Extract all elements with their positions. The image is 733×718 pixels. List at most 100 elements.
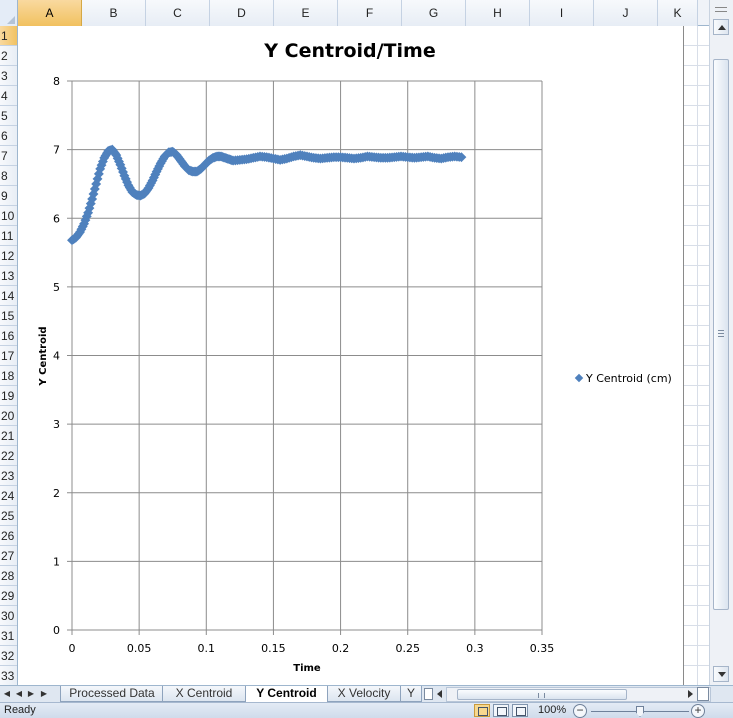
column-header-g[interactable]: G <box>402 0 466 26</box>
row-header-26[interactable]: 26 <box>0 526 17 546</box>
select-all-corner[interactable] <box>0 0 18 26</box>
y-tick-label: 1 <box>53 555 60 568</box>
y-tick-label: 5 <box>53 281 60 294</box>
tab-split-box[interactable] <box>424 688 433 700</box>
horizontal-split-box[interactable] <box>697 687 709 701</box>
x-tick-label: 0 <box>69 642 76 655</box>
prev-sheet-button[interactable]: ◀ <box>15 689 23 698</box>
column-header-b[interactable]: B <box>82 0 146 26</box>
column-header-e[interactable]: E <box>274 0 338 26</box>
horizontal-scrollbar[interactable] <box>446 687 711 702</box>
zoom-level[interactable]: 100% <box>538 704 567 716</box>
first-sheet-button[interactable]: ◀ <box>3 689 11 698</box>
chart-title: Y Centroid/Time <box>263 40 435 62</box>
row-header-10[interactable]: 10 <box>0 206 17 226</box>
last-sheet-button[interactable]: ▶ <box>40 689 48 698</box>
zoom-slider-thumb[interactable] <box>636 706 644 717</box>
row-header-21[interactable]: 21 <box>0 426 17 446</box>
row-header-6[interactable]: 6 <box>0 126 17 146</box>
row-header-12[interactable]: 12 <box>0 246 17 266</box>
scroll-right-icon[interactable] <box>688 690 693 698</box>
y-tick-label: 7 <box>53 144 60 157</box>
x-tick-label: 0.05 <box>127 642 152 655</box>
normal-view-button[interactable] <box>474 704 490 717</box>
row-header-4[interactable]: 4 <box>0 86 17 106</box>
vertical-split-box[interactable] <box>709 0 733 17</box>
row-header-17[interactable]: 17 <box>0 346 17 366</box>
row-header-11[interactable]: 11 <box>0 226 17 246</box>
y-axis-label: Y Centroid <box>38 326 49 386</box>
row-header-31[interactable]: 31 <box>0 626 17 646</box>
row-header-7[interactable]: 7 <box>0 146 17 166</box>
scroll-up-button[interactable] <box>713 19 729 35</box>
x-tick-label: 0.25 <box>395 642 420 655</box>
x-tick-label: 0.2 <box>332 642 350 655</box>
sheet-tab-y-centroid[interactable]: Y Centroid <box>245 686 328 703</box>
page-break-preview-button[interactable] <box>512 704 528 717</box>
grip-icon <box>718 330 724 337</box>
column-header-c[interactable]: C <box>146 0 210 26</box>
column-header-k[interactable]: K <box>658 0 698 26</box>
row-header-33[interactable]: 33 <box>0 666 17 685</box>
row-header-24[interactable]: 24 <box>0 486 17 506</box>
row-header-32[interactable]: 32 <box>0 646 17 666</box>
sheet-tab-y[interactable]: Y <box>400 686 422 702</box>
row-header-14[interactable]: 14 <box>0 286 17 306</box>
arrow-down-icon <box>718 672 726 677</box>
sheet-tab-processed-data[interactable]: Processed Data <box>60 686 164 702</box>
row-header-15[interactable]: 15 <box>0 306 17 326</box>
next-sheet-button[interactable]: ▶ <box>27 689 35 698</box>
row-header-25[interactable]: 25 <box>0 506 17 526</box>
sheet-tab-x-centroid[interactable]: X Centroid <box>162 686 246 702</box>
column-header-d[interactable]: D <box>210 0 274 26</box>
row-header-1[interactable]: 1 <box>0 26 17 46</box>
column-header-h[interactable]: H <box>466 0 530 26</box>
row-header-13[interactable]: 13 <box>0 266 17 286</box>
status-text: Ready <box>4 704 36 716</box>
chart-svg: 0 0.05 0.1 0.15 0.2 0.25 0.3 0.35 0 1 2 3 4 5 6 7 8 Y C… <box>38 40 672 674</box>
row-header-18[interactable]: 18 <box>0 366 17 386</box>
row-header-30[interactable]: 30 <box>0 606 17 626</box>
row-header-3[interactable]: 3 <box>0 66 17 86</box>
sheet-tab-x-velocity[interactable]: X Velocity <box>327 686 401 702</box>
row-header-27[interactable]: 27 <box>0 546 17 566</box>
row-header-5[interactable]: 5 <box>0 106 17 126</box>
row-header-29[interactable]: 29 <box>0 586 17 606</box>
row-header-28[interactable]: 28 <box>0 566 17 586</box>
row-header-8[interactable]: 8 <box>0 166 17 186</box>
horizontal-scroll-thumb[interactable] <box>457 689 627 700</box>
y-tick-label: 6 <box>53 212 60 225</box>
x-tick-label: 0.1 <box>198 642 216 655</box>
column-header-j[interactable]: J <box>594 0 658 26</box>
row-header-23[interactable]: 23 <box>0 466 17 486</box>
legend-label: Y Centroid (cm) <box>585 372 672 385</box>
row-header-bar: 1 2 3 4 5 6 7 8 9 10 11 12 13 14 15 16 17 18 19 20 21 22 23 24 2… <box>0 26 18 685</box>
y-tick-label: 2 <box>53 487 60 500</box>
row-header-22[interactable]: 22 <box>0 446 17 466</box>
vertical-scroll-thumb[interactable] <box>713 59 729 610</box>
row-header-16[interactable]: 16 <box>0 326 17 346</box>
row-header-20[interactable]: 20 <box>0 406 17 426</box>
legend-marker <box>574 373 584 383</box>
column-header-a[interactable]: A <box>18 0 82 26</box>
column-header-f[interactable]: F <box>338 0 402 26</box>
y-tick-label: 3 <box>53 418 60 431</box>
x-tick-label: 0.15 <box>261 642 286 655</box>
chart-object[interactable]: 0 0.05 0.1 0.15 0.2 0.25 0.3 0.35 0 1 2 3 4 5 6 7 8 Y C… <box>18 26 684 685</box>
vertical-scrollbar[interactable] <box>709 17 733 685</box>
arrow-up-icon <box>718 25 726 30</box>
scroll-left-icon[interactable] <box>437 690 442 698</box>
row-header-19[interactable]: 19 <box>0 386 17 406</box>
y-tick-label: 8 <box>53 75 60 88</box>
row-header-9[interactable]: 9 <box>0 186 17 206</box>
scroll-down-button[interactable] <box>713 666 729 682</box>
x-tick-label: 0.35 <box>530 642 555 655</box>
page-layout-view-button[interactable] <box>493 704 509 717</box>
x-tick-label: 0.3 <box>466 642 484 655</box>
zoom-out-button[interactable]: − <box>573 704 587 718</box>
y-tick-label: 0 <box>53 624 60 637</box>
zoom-in-button[interactable]: + <box>691 704 705 718</box>
column-header-i[interactable]: I <box>530 0 594 26</box>
sheet-tab-bar: ◀ ◀ ▶ ▶ Processed Data X Centroid Y Centro… <box>0 685 733 703</box>
row-header-2[interactable]: 2 <box>0 46 17 66</box>
